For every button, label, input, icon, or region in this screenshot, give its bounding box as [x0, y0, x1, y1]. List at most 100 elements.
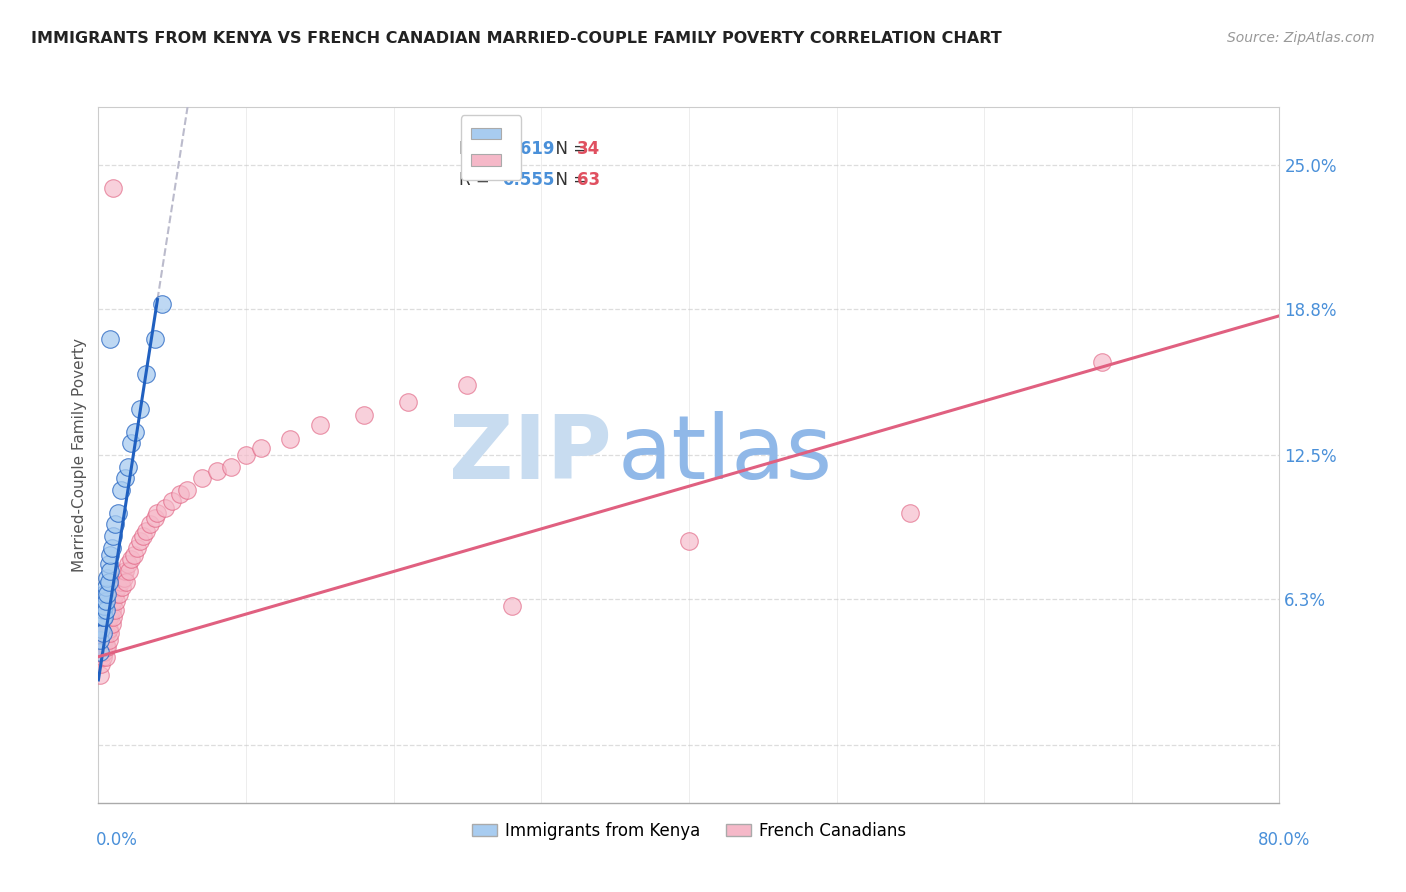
Point — [90, 622, 112, 636]
Point — [501, 599, 523, 613]
Point — [98, 548, 121, 562]
Point — [97, 575, 120, 590]
Point — [91, 594, 114, 608]
Point — [900, 506, 922, 520]
Point — [90, 657, 112, 671]
Point — [118, 564, 141, 578]
Point — [110, 483, 132, 497]
Point — [94, 594, 117, 608]
Text: 0.555: 0.555 — [502, 171, 555, 189]
Point — [120, 436, 142, 450]
Point — [1091, 355, 1114, 369]
Point — [93, 610, 115, 624]
Point — [91, 626, 114, 640]
Point — [103, 610, 125, 624]
Point — [153, 501, 176, 516]
Point — [125, 541, 148, 555]
Point — [91, 640, 114, 655]
Point — [111, 580, 134, 594]
Point — [250, 441, 273, 455]
Point — [309, 417, 332, 432]
Point — [143, 332, 166, 346]
Point — [94, 626, 117, 640]
Point — [93, 599, 115, 613]
Point — [94, 649, 117, 664]
Point — [91, 603, 114, 617]
Point — [93, 587, 115, 601]
Point — [107, 506, 129, 520]
Text: 34: 34 — [576, 140, 600, 159]
Point — [162, 494, 183, 508]
Point — [91, 626, 114, 640]
Point — [100, 617, 122, 632]
Point — [103, 594, 125, 608]
Point — [191, 471, 214, 485]
Point — [96, 626, 118, 640]
Point — [117, 557, 139, 571]
Point — [100, 603, 122, 617]
Point — [89, 645, 111, 659]
Text: N =: N = — [546, 171, 592, 189]
Text: IMMIGRANTS FROM KENYA VS FRENCH CANADIAN MARRIED-COUPLE FAMILY POVERTY CORRELATI: IMMIGRANTS FROM KENYA VS FRENCH CANADIAN… — [31, 31, 1001, 46]
Point — [117, 459, 139, 474]
Point — [114, 564, 136, 578]
Point — [128, 401, 150, 416]
Point — [135, 367, 157, 381]
Point — [104, 517, 127, 532]
Text: 63: 63 — [576, 171, 600, 189]
Point — [96, 571, 118, 585]
Point — [97, 610, 120, 624]
Text: atlas: atlas — [619, 411, 834, 499]
Point — [112, 571, 135, 585]
Point — [398, 394, 420, 409]
Point — [98, 610, 121, 624]
Point — [176, 483, 198, 497]
Point — [97, 557, 120, 571]
Point — [90, 610, 112, 624]
Point — [91, 649, 114, 664]
Legend: Immigrants from Kenya, French Canadians: Immigrants from Kenya, French Canadians — [465, 815, 912, 847]
Point — [96, 640, 118, 655]
Point — [96, 587, 118, 601]
Point — [110, 575, 132, 590]
Point — [128, 533, 150, 548]
Point — [169, 487, 191, 501]
Point — [678, 533, 700, 548]
Text: R =: R = — [458, 140, 501, 159]
Point — [94, 640, 117, 655]
Point — [98, 332, 121, 346]
Point — [94, 603, 117, 617]
Point — [93, 622, 115, 636]
Text: ZIP: ZIP — [450, 411, 612, 499]
Point — [150, 297, 173, 311]
Point — [93, 633, 115, 648]
Point — [205, 464, 228, 478]
Point — [103, 529, 125, 543]
Point — [100, 541, 122, 555]
Text: 80.0%: 80.0% — [1258, 831, 1310, 849]
Text: 0.619: 0.619 — [502, 140, 555, 159]
Point — [91, 610, 114, 624]
Point — [457, 378, 479, 392]
Point — [104, 587, 127, 601]
Point — [103, 181, 125, 195]
Point — [90, 640, 112, 655]
Text: 0.0%: 0.0% — [96, 831, 138, 849]
Point — [135, 524, 157, 539]
Point — [108, 587, 131, 601]
Point — [139, 517, 162, 532]
Point — [143, 510, 166, 524]
Point — [104, 603, 127, 617]
Point — [90, 599, 112, 613]
Point — [89, 649, 111, 664]
Y-axis label: Married-Couple Family Poverty: Married-Couple Family Poverty — [72, 338, 87, 572]
Point — [98, 564, 121, 578]
Point — [221, 459, 243, 474]
Point — [97, 633, 120, 648]
Text: Source: ZipAtlas.com: Source: ZipAtlas.com — [1227, 31, 1375, 45]
Point — [132, 529, 155, 543]
Text: N =: N = — [546, 140, 592, 159]
Point — [124, 425, 146, 439]
Point — [89, 668, 111, 682]
Point — [114, 471, 136, 485]
